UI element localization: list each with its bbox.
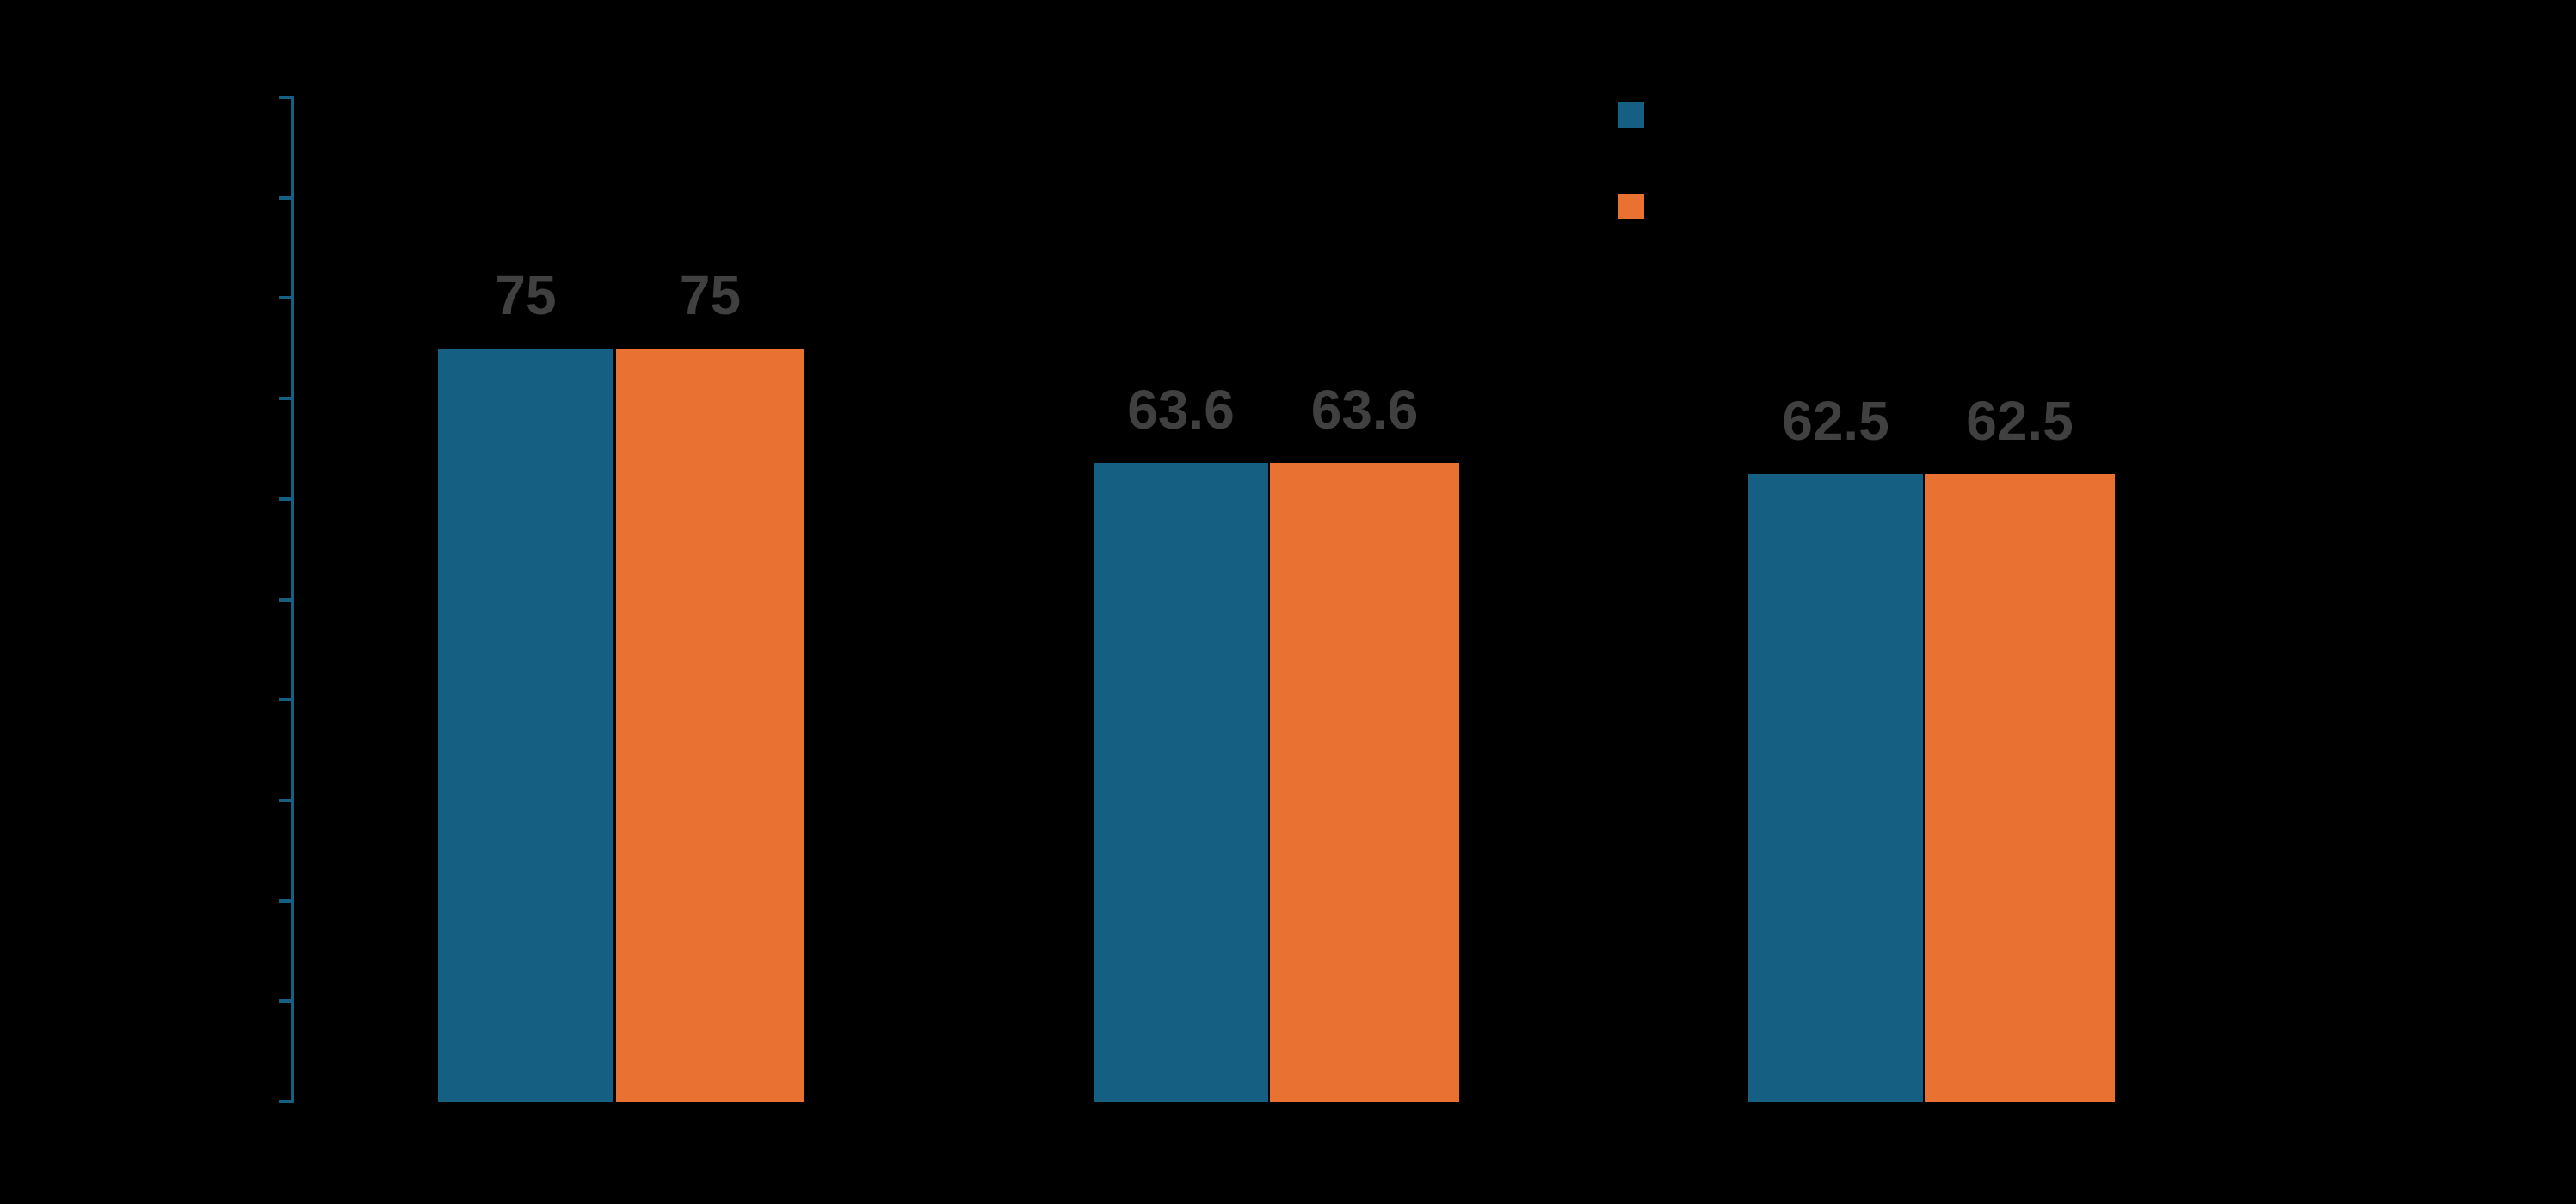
- legend-swatch-series2: [1618, 194, 1644, 219]
- y-axis-line: [291, 96, 294, 1103]
- bar-series2-group2: [1270, 463, 1459, 1102]
- bar-series2-group1: [616, 349, 804, 1102]
- bar-series1-group3: [1748, 474, 1923, 1102]
- bar-series1-group2: [1094, 463, 1268, 1102]
- y-axis-tick: [279, 698, 291, 701]
- legend-swatch-series1: [1618, 102, 1644, 128]
- y-axis-tick: [279, 899, 291, 903]
- bar-value-label: 63.6: [1310, 379, 1419, 441]
- y-axis-tick: [279, 1100, 291, 1103]
- bar-series2-group3: [1925, 474, 2115, 1102]
- bar-value-label: 75: [495, 264, 557, 326]
- bar-value-label: 62.5: [1782, 390, 1889, 452]
- y-axis-tick: [279, 296, 291, 299]
- y-axis-tick: [279, 196, 291, 200]
- bar-value-label: 75: [679, 264, 742, 326]
- y-axis-tick: [279, 598, 291, 602]
- bar-value-label: 62.5: [1966, 390, 2074, 452]
- y-axis-tick: [279, 497, 291, 501]
- bar-series1-group1: [438, 349, 613, 1102]
- y-axis-tick: [279, 96, 291, 99]
- bar-value-label: 63.6: [1127, 379, 1235, 441]
- y-axis-tick: [279, 799, 291, 802]
- y-axis-tick: [279, 999, 291, 1003]
- y-axis-tick: [279, 397, 291, 400]
